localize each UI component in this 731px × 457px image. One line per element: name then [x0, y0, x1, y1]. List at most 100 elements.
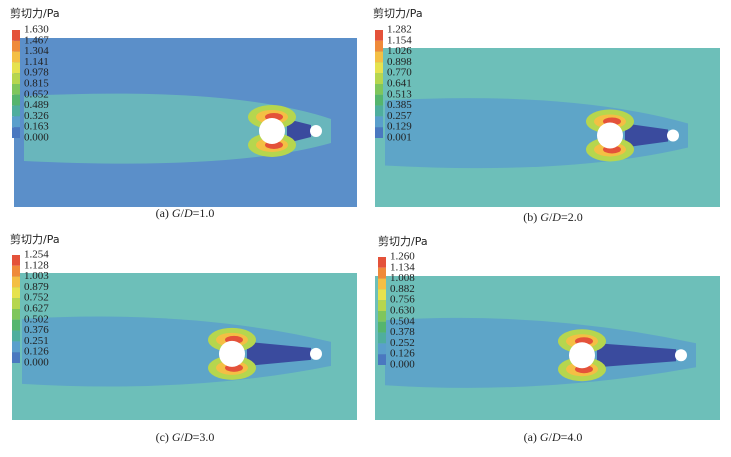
colorbar-label: 0.385	[387, 99, 412, 111]
colorbar-label: 0.770	[387, 67, 412, 79]
small-cylinder	[310, 347, 322, 360]
colorbar-swatch	[378, 343, 386, 355]
colorbar-label: 0.326	[24, 110, 49, 122]
colorbar-label: 1.026	[387, 45, 412, 57]
colorbar-label: 0.652	[24, 88, 49, 100]
colorbar-label: 0.502	[24, 313, 49, 325]
colorbar-swatch	[12, 73, 20, 84]
colorbar-label: 0.000	[390, 359, 415, 371]
wake-core	[247, 341, 311, 366]
small-cylinder	[310, 124, 322, 137]
colorbar-swatch	[378, 300, 386, 311]
colorbar-label: 1.141	[24, 56, 49, 68]
colorbar-swatch	[12, 309, 20, 320]
colorbar-label: 0.489	[24, 99, 49, 111]
colorbar-label: 0.879	[24, 281, 49, 293]
colorbar-title: 剪切力/Pa	[10, 232, 60, 246]
colorbar-swatch	[12, 255, 20, 266]
caption-part: =2.0	[561, 210, 583, 224]
colorbar-swatch	[12, 330, 20, 342]
colorbar-swatch	[12, 40, 20, 52]
colorbar-swatch	[375, 94, 383, 106]
colorbar-swatch	[375, 62, 383, 74]
wake-core	[625, 123, 668, 148]
wake-core	[287, 118, 311, 143]
colorbar-label: 1.304	[24, 45, 49, 57]
caption-part: G	[540, 210, 549, 224]
caption-part: G	[540, 430, 549, 444]
colorbar-label: 1.154	[387, 34, 412, 46]
caption-part: =3.0	[193, 430, 215, 444]
colorbar-swatch	[12, 116, 20, 128]
colorbar-label: 1.260	[390, 251, 415, 263]
colorbar-swatch	[12, 352, 20, 363]
caption-part: D	[551, 430, 561, 444]
panel: 剪切力/Pa 1.2601.1341.0080.8820.7560.6300.50…	[375, 234, 720, 444]
caption-part: /	[181, 206, 185, 220]
colorbar-label: 1.467	[24, 34, 49, 46]
colorbar-label: 0.129	[387, 121, 412, 133]
colorbar-swatch	[12, 265, 20, 277]
panel: 剪切力/Pa 1.2821.1541.0260.8980.7700.6410.51…	[373, 6, 720, 224]
colorbar-swatch	[375, 116, 383, 128]
colorbar-label: 1.128	[24, 259, 49, 271]
caption-part: (c)	[156, 430, 172, 444]
colorbar-swatch	[12, 84, 20, 95]
colorbar-label: 0.252	[390, 337, 415, 349]
colorbar-label: 0.126	[24, 346, 49, 358]
colorbar-swatch	[12, 105, 20, 117]
colorbar-label: 0.376	[24, 324, 49, 336]
colorbar-title: 剪切力/Pa	[373, 6, 423, 20]
colorbar-swatch	[375, 40, 383, 52]
colorbar-swatch	[378, 267, 386, 279]
caption-part: /	[181, 430, 185, 444]
colorbar-swatch	[378, 354, 386, 365]
caption-part: D	[183, 430, 193, 444]
colorbar-swatch	[12, 127, 20, 138]
small-cylinder	[667, 129, 679, 142]
colorbar-label: 0.001	[387, 132, 412, 144]
colorbar-label: 0.627	[24, 303, 49, 315]
colorbar-swatch	[375, 51, 383, 63]
colorbar-label: 0.126	[390, 348, 415, 360]
colorbar-label: 1.630	[24, 24, 49, 36]
colorbar-label: 0.513	[387, 88, 412, 100]
caption-part: D	[551, 210, 561, 224]
wake-band	[385, 317, 696, 388]
caption-part: /	[549, 210, 553, 224]
caption: (b) G/D=2.0	[523, 210, 582, 224]
large-cylinder	[597, 122, 623, 149]
colorbar-label: 0.257	[387, 110, 412, 122]
colorbar-swatch	[12, 319, 20, 331]
caption-part: (a)	[524, 430, 540, 444]
colorbar-label: 0.978	[24, 67, 49, 79]
colorbar-swatch	[375, 30, 383, 41]
large-cylinder	[259, 117, 285, 144]
colorbar-swatch	[12, 62, 20, 74]
caption-part: G	[172, 430, 181, 444]
colorbar-label: 0.378	[390, 326, 415, 338]
colorbar-label: 0.251	[24, 335, 49, 347]
caption-part: =1.0	[193, 206, 215, 220]
caption-part: (b)	[523, 210, 540, 224]
colorbar-label: 0.000	[24, 132, 49, 144]
small-cylinder	[675, 349, 687, 362]
large-cylinder	[219, 340, 245, 367]
colorbar-label: 0.630	[390, 305, 415, 317]
wake-core	[597, 343, 676, 368]
colorbar-label: 1.254	[24, 249, 49, 261]
colorbar-swatch	[378, 332, 386, 344]
colorbar-swatch	[375, 84, 383, 95]
colorbar-label: 0.504	[390, 315, 415, 327]
panel: 剪切力/Pa 1.6301.4671.3041.1410.9780.8150.65…	[10, 6, 357, 220]
colorbar-label: 0.756	[390, 294, 415, 306]
colorbar-label: 0.898	[387, 56, 412, 68]
colorbar-label: 0.882	[390, 283, 415, 295]
colorbar-swatch	[12, 298, 20, 309]
panel: 剪切力/Pa 1.2541.1281.0030.8790.7520.6270.50…	[10, 232, 357, 444]
colorbar-swatch	[12, 287, 20, 299]
colorbar-swatch	[378, 257, 386, 268]
colorbar-swatch	[378, 278, 386, 290]
colorbar-label: 1.008	[390, 272, 415, 284]
colorbar-swatch	[375, 105, 383, 117]
